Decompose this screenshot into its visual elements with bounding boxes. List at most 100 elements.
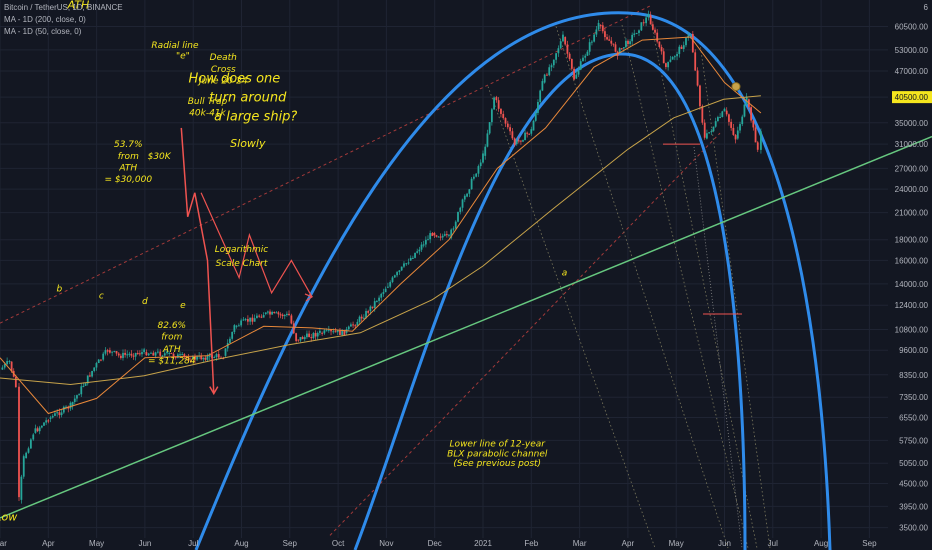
candle-body [562, 34, 564, 42]
candle-body [665, 63, 667, 68]
candle-body [631, 34, 634, 42]
price-axis[interactable]: 3500.00 3950.00 4500.00 5050.00 5750.00 6550.… [892, 3, 932, 533]
candle-body [752, 120, 755, 128]
candle-body [730, 121, 733, 128]
candle-body [627, 40, 629, 45]
candle-body [367, 311, 370, 313]
candle-body [721, 111, 724, 117]
candle-body [235, 325, 238, 327]
candle-body [524, 132, 526, 141]
candle-body [283, 314, 286, 317]
candle-body [343, 329, 346, 336]
candle-body [604, 31, 606, 38]
candle-body [504, 118, 507, 124]
candle-body [45, 420, 48, 423]
candle-body [213, 357, 216, 359]
time-axis[interactable]: Mar Apr May Jun Jul Aug Sep Oct Nov Dec 2021 Feb Mar… [0, 539, 877, 548]
candle-body [334, 331, 337, 333]
candle-body [539, 90, 542, 102]
candle-body [437, 236, 440, 238]
candle-body [552, 59, 555, 66]
candle-body [420, 244, 423, 250]
annotation-text: b [57, 285, 63, 295]
candle-body [275, 312, 278, 314]
candle-body [69, 402, 72, 409]
candle-body [416, 251, 419, 253]
candle-body [373, 301, 376, 308]
candle-body [382, 292, 385, 294]
candle-body [387, 286, 389, 288]
candle-body [339, 330, 341, 336]
candle-body [179, 354, 181, 356]
candle-body [559, 41, 562, 49]
candle-body [676, 53, 678, 57]
annotation-text: from [118, 152, 139, 162]
y-tick-label: 7350.00 [899, 393, 928, 402]
legend-ma50[interactable]: MA - 1D (50, close, 0) [4, 27, 82, 36]
candle-body [71, 401, 74, 406]
candle-body [256, 315, 258, 319]
last-price-label: 40500.00 [895, 93, 929, 102]
candle-body [654, 29, 656, 33]
candle-body [113, 351, 116, 353]
candle-body [138, 353, 141, 355]
annotation-text: = $11,284 [148, 357, 196, 367]
candle-body [454, 221, 457, 229]
annotation-text: 53.7% [114, 140, 143, 150]
candle-body [80, 386, 83, 395]
candle-body [712, 126, 715, 132]
candle-body [352, 324, 354, 326]
candle-body [588, 42, 591, 52]
candle-body [25, 452, 28, 459]
candle-body [629, 41, 631, 45]
candle-body [647, 13, 650, 18]
candle-body [1, 367, 4, 370]
y-tick-label: 4500.00 [899, 479, 928, 488]
candle-body [557, 48, 560, 54]
candle-body [584, 55, 587, 58]
candle-body [316, 332, 319, 337]
candle-body [754, 127, 757, 143]
candle-body [206, 355, 209, 360]
candle-body [575, 74, 578, 79]
candle-body [295, 333, 298, 341]
candle-body [97, 359, 100, 364]
candle-body [10, 361, 13, 371]
candle-body [91, 370, 93, 377]
x-tick-label: Aug [234, 539, 248, 548]
candle-body [618, 48, 621, 54]
candle-body [678, 46, 681, 54]
candle-body [482, 153, 484, 163]
candle-body [470, 178, 473, 190]
inner-parabola [353, 52, 747, 550]
candle-body [269, 311, 271, 315]
candle-body [229, 338, 231, 344]
candle-body [314, 333, 317, 337]
candle-body [117, 353, 120, 356]
x-tick-label: Mar [0, 539, 7, 548]
annotation-text: How does one [188, 72, 280, 87]
candle-body [14, 376, 17, 388]
candle-body [200, 355, 203, 360]
candle-body [189, 360, 192, 362]
candle-body [528, 133, 531, 135]
legend-ma200[interactable]: MA - 1D (200, close, 0) [4, 15, 86, 24]
candle-body [682, 45, 685, 49]
candle-body [667, 61, 670, 68]
candle-body [119, 355, 122, 358]
candle-body [633, 33, 636, 35]
y-tick-label: 5050.00 [899, 459, 928, 468]
candle-body [696, 70, 699, 86]
annotation-text: Logarithmic [215, 245, 268, 255]
candle-body [362, 317, 365, 319]
candle-body [273, 311, 276, 313]
candle-body [145, 352, 148, 356]
candle-body [409, 257, 412, 261]
legend-symbol[interactable]: Bitcoin / TetherUS, 1D, BINANCE [4, 3, 123, 12]
y-tick-label: 53000.00 [895, 46, 929, 55]
candle-body [217, 354, 220, 358]
candle-body [141, 352, 143, 355]
candle-body [502, 113, 505, 119]
annotation-text: Cross [211, 65, 236, 75]
